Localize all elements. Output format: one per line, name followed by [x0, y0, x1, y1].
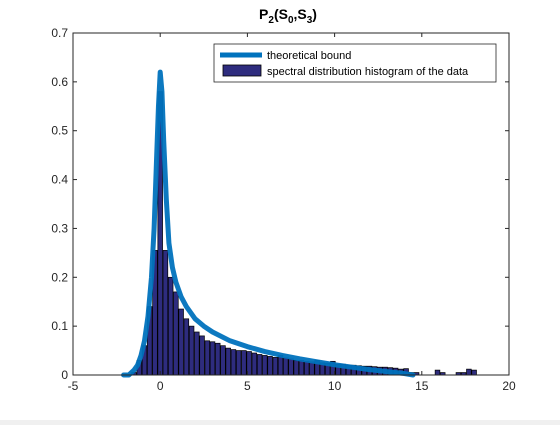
title-main: P: [259, 6, 268, 22]
histogram-bar: [194, 331, 200, 376]
y-tick-label: 0: [61, 368, 68, 382]
histogram-bar: [235, 350, 242, 376]
y-tick-label: 0.2: [51, 270, 68, 284]
histogram-bar: [277, 355, 284, 376]
histogram-bar: [204, 340, 210, 376]
plot-area: [73, 33, 509, 375]
y-axis: 0 0.1 0.2 0.3 0.4 0.5 0.6 0.7: [51, 26, 509, 382]
y-tick-label: 0.3: [51, 221, 68, 235]
histogram-bar: [220, 345, 226, 376]
histogram-bar: [471, 369, 477, 376]
plot-box: [72, 32, 510, 376]
histogram-bar: [241, 350, 247, 376]
title-sub-3: 3: [307, 15, 313, 26]
histogram-bar: [225, 347, 231, 376]
histogram-bar: [303, 360, 310, 376]
x-axis: -5 0 5 10 15 20: [68, 33, 516, 393]
histogram-bar: [162, 250, 169, 376]
histogram-bar: [251, 352, 258, 376]
legend-label-histogram: spectral distribution histogram of the d…: [267, 66, 469, 78]
title-mid: ,S: [294, 6, 307, 22]
histogram-bar: [199, 335, 205, 376]
title-sub-1: 2: [268, 15, 274, 26]
histogram-bar: [283, 357, 289, 376]
histogram-bar: [256, 354, 263, 376]
histogram-bar: [272, 357, 279, 376]
histogram-bar: [262, 355, 268, 376]
histogram-bar: [434, 369, 441, 376]
legend: theoretical bound spectral distribution …: [213, 43, 497, 83]
histogram-bar: [298, 359, 305, 376]
title-open: (S: [274, 6, 288, 22]
histogram-bar: [466, 368, 472, 376]
histogram-bar: [215, 342, 221, 376]
title-sub-2: 0: [288, 15, 294, 26]
y-tick-label: 0.1: [51, 319, 68, 333]
histogram-bar: [167, 276, 174, 376]
chart-title: P2(S0,S3): [259, 6, 317, 26]
line-series: [121, 69, 416, 378]
x-tick-label: -5: [68, 379, 79, 393]
y-tick-label: 0.6: [51, 75, 68, 89]
y-tick-label: 0.7: [51, 26, 68, 40]
histogram-bar: [173, 291, 179, 376]
title-close: ): [312, 6, 317, 22]
histogram-bar: [288, 358, 294, 376]
histogram-bar: [178, 308, 184, 376]
x-tick-label: 20: [502, 379, 516, 393]
histogram-bar: [209, 341, 216, 376]
histogram-bar: [267, 356, 273, 376]
x-tick-label: 5: [244, 379, 251, 393]
histogram-bar: [188, 325, 195, 376]
histogram-bar: [293, 359, 299, 376]
x-tick-label: 10: [328, 379, 342, 393]
x-tick-label: 0: [157, 379, 164, 393]
legend-swatch-histogram: [222, 64, 262, 77]
histogram-bar: [309, 361, 315, 376]
series-line-theoretical-bound: [121, 69, 416, 378]
histogram-bar: [230, 349, 237, 376]
y-tick-label: 0.5: [51, 124, 68, 138]
legend-label-theoretical-bound: theoretical bound: [267, 50, 351, 62]
y-tick-label: 0.4: [51, 173, 68, 187]
x-tick-label: 15: [415, 379, 429, 393]
histogram-bar: [183, 318, 190, 376]
